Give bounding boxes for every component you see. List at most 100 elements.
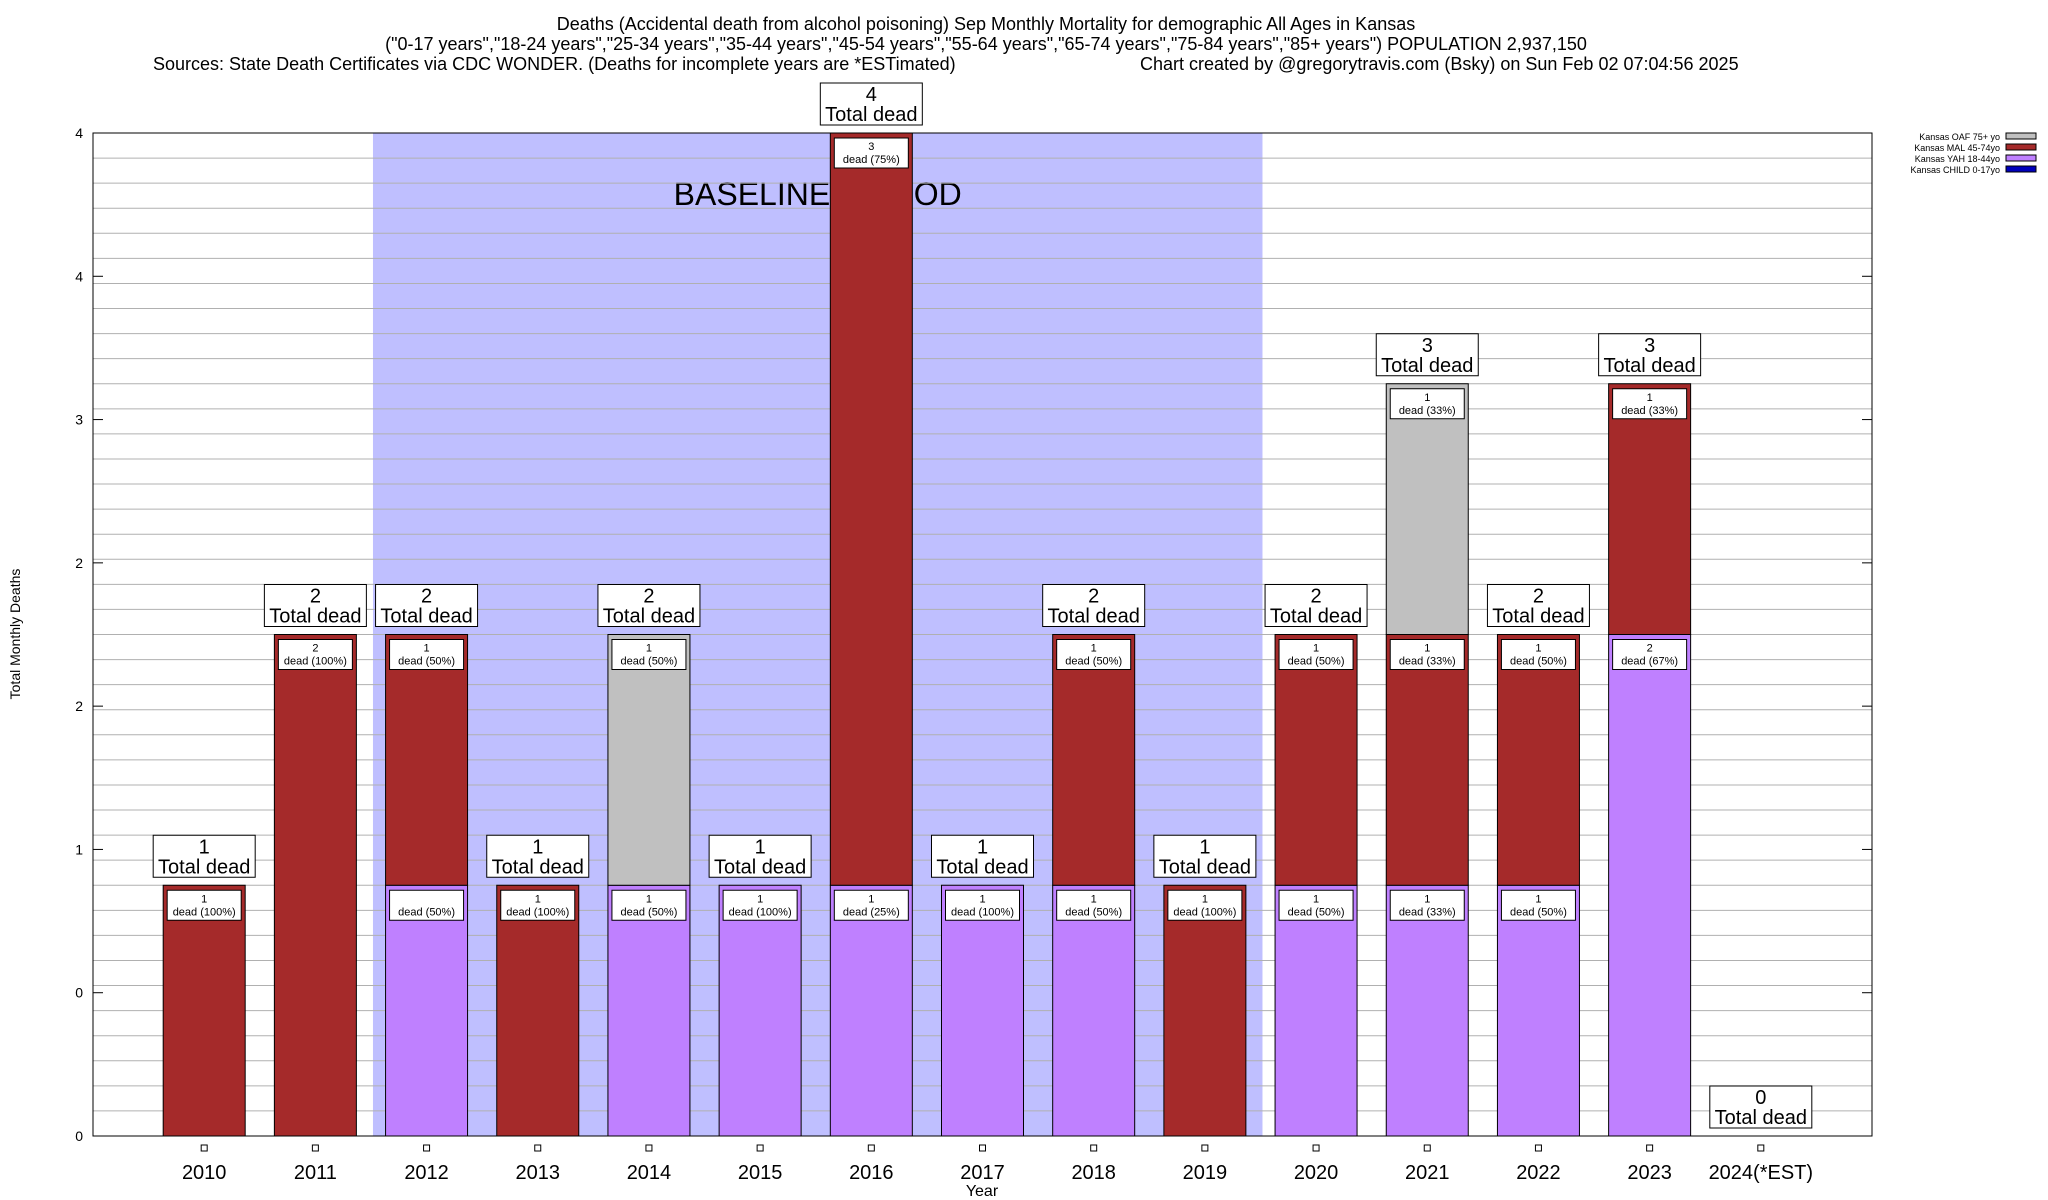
total-label-text: Total dead bbox=[714, 856, 806, 878]
segment-label-percent: dead (100%) bbox=[173, 906, 236, 918]
x-tick-marker bbox=[1757, 1144, 1765, 1152]
segment-label-percent: dead (100%) bbox=[729, 906, 792, 918]
x-tick-label: 2018 bbox=[1071, 1162, 1116, 1184]
segment-label-count: 1 bbox=[1313, 643, 1319, 655]
segment-label-percent: dead (25%) bbox=[843, 906, 900, 918]
segment-label-count: 1 bbox=[1202, 893, 1208, 905]
y-tick-label: 4 bbox=[75, 125, 83, 141]
segment-label-percent: dead (50%) bbox=[621, 906, 678, 918]
total-label-box bbox=[1153, 834, 1257, 878]
segment-label-box bbox=[611, 889, 687, 921]
legend-label: Kansas MAL 45-74yo bbox=[1914, 143, 2000, 153]
chart-credit: Chart created by @gregorytravis.com (Bsk… bbox=[1140, 54, 1739, 74]
x-tick-label: 2015 bbox=[738, 1162, 783, 1184]
segment-label-box bbox=[833, 137, 909, 169]
total-label-text: Total dead bbox=[936, 856, 1028, 878]
segment-label-percent: dead (33%) bbox=[1399, 656, 1456, 668]
x-tick-label: 2011 bbox=[294, 1162, 337, 1184]
total-label-text: Total dead bbox=[158, 856, 250, 878]
total-label-box bbox=[708, 834, 812, 878]
total-label-text: Total dead bbox=[492, 856, 584, 878]
segment-label-percent: dead (50%) bbox=[1510, 656, 1567, 668]
segment-label-count: 1 bbox=[424, 643, 430, 655]
x-tick-marker bbox=[1201, 1144, 1209, 1152]
segment-label-box bbox=[1167, 889, 1243, 921]
bar-segment bbox=[607, 884, 691, 1137]
segment-label-count: 3 bbox=[868, 141, 874, 153]
total-label-box bbox=[486, 834, 590, 878]
segment-label-count: 1 bbox=[979, 893, 985, 905]
segment-label-count: 1 bbox=[757, 893, 763, 905]
chart-subtitle: ("0-17 years","18-24 years","25-34 years… bbox=[385, 34, 1587, 54]
segment-label-box bbox=[1612, 388, 1688, 420]
x-tick-label: 2023 bbox=[1627, 1162, 1672, 1184]
total-label-box bbox=[375, 584, 479, 627]
x-tick-marker bbox=[200, 1144, 208, 1152]
bar-segment bbox=[1163, 884, 1247, 1137]
segment-label-percent: dead (100%) bbox=[284, 656, 347, 668]
total-label-value: 2 bbox=[1533, 586, 1544, 608]
legend-label: Kansas OAF 75+ yo bbox=[1919, 132, 2000, 142]
total-label-value: 2 bbox=[421, 586, 432, 608]
y-tick-label: 2 bbox=[75, 555, 83, 571]
x-tick-marker bbox=[423, 1144, 431, 1152]
baseline-period-label: BASELINE PERIOD bbox=[674, 176, 962, 212]
total-label-value: 2 bbox=[310, 586, 321, 608]
bar-segment bbox=[1496, 884, 1580, 1137]
x-tick-label: 2024(*EST) bbox=[1709, 1162, 1814, 1184]
bar-segment bbox=[273, 634, 357, 1137]
segment-label-count: 1 bbox=[1424, 392, 1430, 404]
segment-label-percent: dead (50%) bbox=[1288, 906, 1345, 918]
x-tick-label: 2021 bbox=[1405, 1162, 1450, 1184]
total-label-box bbox=[819, 82, 923, 126]
total-label-text: Total dead bbox=[1381, 355, 1473, 377]
x-tick-label: 2017 bbox=[960, 1162, 1005, 1184]
segment-label-box bbox=[1389, 388, 1465, 420]
total-label-value: 1 bbox=[755, 836, 766, 858]
total-label-box bbox=[263, 584, 367, 627]
segment-label-count: 1 bbox=[1535, 893, 1541, 905]
segment-label-box bbox=[1278, 889, 1354, 921]
bar-segment bbox=[385, 634, 469, 886]
y-axis-label: Total Monthly Deaths bbox=[7, 569, 23, 700]
segment-label-count: 1 bbox=[1647, 392, 1653, 404]
total-label-value: 1 bbox=[1199, 836, 1210, 858]
bar-segment bbox=[1608, 634, 1692, 1137]
segment-label-box bbox=[500, 889, 576, 921]
y-tick-label: 2 bbox=[75, 698, 83, 714]
segment-label-count: 2 bbox=[312, 643, 318, 655]
bar-segment bbox=[829, 132, 913, 886]
segment-label-box bbox=[166, 889, 242, 921]
total-label-box bbox=[597, 584, 701, 627]
bar-segment bbox=[941, 884, 1024, 1137]
segment-label-percent: dead (33%) bbox=[1399, 405, 1456, 417]
x-tick-label: 2019 bbox=[1183, 1162, 1228, 1184]
y-tick-label: 0 bbox=[75, 1128, 83, 1144]
segment-label-percent: dead (67%) bbox=[1621, 656, 1678, 668]
x-tick-label: 2013 bbox=[516, 1162, 561, 1184]
segment-label-count: 1 bbox=[1424, 643, 1430, 655]
x-tick-marker bbox=[979, 1144, 986, 1152]
total-label-text: Total dead bbox=[380, 606, 472, 628]
y-tick-label: 4 bbox=[75, 268, 83, 284]
total-label-text: Total dead bbox=[1715, 1107, 1807, 1129]
x-tick-marker bbox=[645, 1144, 653, 1152]
legend-swatch bbox=[2005, 165, 2037, 173]
x-tick-marker bbox=[867, 1144, 875, 1152]
legend-label: Kansas YAH 18-44yo bbox=[1915, 154, 2000, 164]
bar-segment bbox=[829, 884, 913, 1137]
total-label-box bbox=[152, 834, 256, 878]
bar-segment bbox=[1496, 634, 1580, 886]
plot-frame bbox=[92, 132, 1873, 1137]
segment-label-box bbox=[833, 889, 909, 921]
total-label-text: Total dead bbox=[1492, 606, 1584, 628]
total-label-value: 1 bbox=[977, 836, 988, 858]
bar-segment bbox=[1385, 383, 1469, 635]
segment-label-box bbox=[611, 639, 687, 670]
bar-segment bbox=[607, 634, 691, 886]
segment-label-box bbox=[1389, 639, 1465, 670]
segment-label-percent: dead (33%) bbox=[1621, 405, 1678, 417]
segment-label-count: 1 bbox=[1424, 893, 1430, 905]
